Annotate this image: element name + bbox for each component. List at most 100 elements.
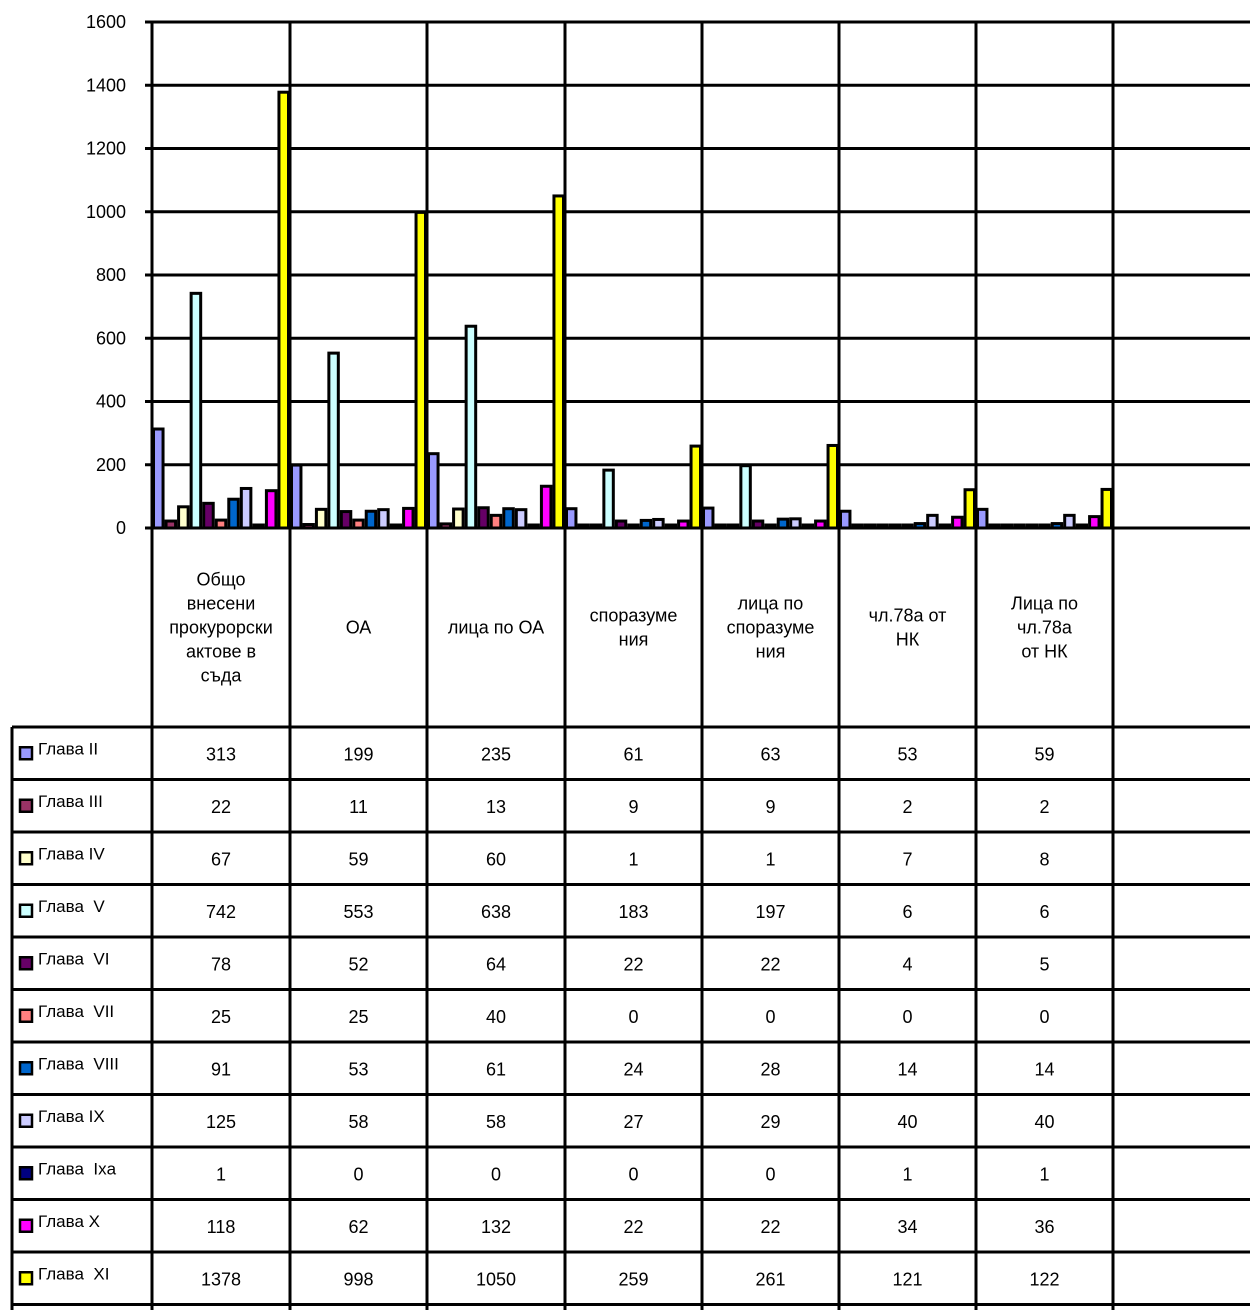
legend-entry: Глава IX [38, 1107, 105, 1126]
data-label: 1050 [476, 1269, 516, 1289]
data-label: 22 [623, 1217, 643, 1237]
data-label: 22 [760, 954, 780, 974]
data-label: 25 [348, 1007, 368, 1027]
data-label: 553 [343, 902, 373, 922]
data-label: 59 [1034, 744, 1054, 764]
bar [477, 506, 490, 530]
bar [314, 507, 328, 530]
data-label: 121 [892, 1269, 922, 1289]
bar [826, 443, 840, 530]
data-label: 36 [1034, 1217, 1054, 1237]
data-label: 14 [1034, 1059, 1054, 1079]
data-label: 63 [760, 744, 780, 764]
bar [290, 463, 303, 530]
x-category-label: Общо внесени прокурорски актове в съда [169, 570, 273, 686]
x-category-label: чл.78а от НК [869, 606, 947, 650]
legend-entry: Глава II [38, 739, 98, 758]
bar [739, 464, 752, 530]
y-tick-label: 200 [96, 455, 126, 475]
data-label: 0 [491, 1164, 501, 1184]
bar [464, 324, 478, 530]
data-label: 0 [353, 1164, 363, 1184]
data-label: 998 [343, 1269, 373, 1289]
data-label: 40 [1034, 1112, 1054, 1132]
data-label: 27 [623, 1112, 643, 1132]
data-label: 9 [765, 797, 775, 817]
bar [814, 519, 827, 530]
bar [339, 510, 353, 530]
data-label: 53 [348, 1059, 368, 1079]
bar [652, 517, 665, 530]
data-label: 0 [628, 1164, 638, 1184]
data-label: 40 [486, 1007, 506, 1027]
legend-key [18, 1271, 34, 1286]
legend-entry: Глава III [38, 792, 103, 811]
bar [951, 515, 964, 530]
data-label: 122 [1029, 1269, 1059, 1289]
bar [264, 489, 278, 530]
data-label: 22 [211, 797, 231, 817]
data-label: 78 [211, 954, 231, 974]
data-label: 9 [628, 797, 638, 817]
bar [1025, 523, 1039, 530]
bar [364, 509, 378, 530]
bar [627, 523, 640, 530]
data-label: 29 [760, 1112, 780, 1132]
legend-key [18, 956, 34, 971]
data-label: 24 [623, 1059, 643, 1079]
bar [1050, 522, 1064, 530]
bar [863, 523, 877, 530]
data-label: 197 [755, 902, 785, 922]
legend-entry: Глава X [38, 1212, 100, 1231]
data-label: 59 [348, 849, 368, 869]
data-label: 1 [628, 849, 638, 869]
legend-key [18, 1061, 34, 1076]
legend-key [18, 903, 34, 918]
bar [552, 194, 565, 530]
bar [913, 522, 927, 530]
bar [801, 523, 815, 530]
data-label: 5 [1039, 954, 1049, 974]
legend-entry: Глава XI [38, 1264, 109, 1283]
bar [214, 518, 228, 530]
data-label: 2 [902, 797, 912, 817]
data-label: 62 [348, 1217, 368, 1237]
data-label: 13 [486, 797, 506, 817]
x-category-label: лица по споразуме ния [727, 594, 815, 662]
bar [489, 513, 503, 530]
chart-frame [10, 22, 1250, 1310]
data-label: 1378 [201, 1269, 241, 1289]
y-tick-label: 0 [116, 518, 126, 538]
data-label: 118 [207, 1217, 236, 1237]
data-label: 58 [348, 1112, 368, 1132]
y-tick-label: 1600 [86, 12, 126, 32]
bar [227, 497, 240, 530]
data-label: 91 [211, 1059, 231, 1079]
data-label: 1 [765, 849, 775, 869]
data-label: 313 [206, 744, 236, 764]
bar [1000, 523, 1014, 530]
data-label: 259 [618, 1269, 648, 1289]
data-label: 22 [623, 954, 643, 974]
y-tick-label: 400 [96, 392, 126, 412]
data-label: 0 [1039, 1007, 1049, 1027]
bar [164, 519, 178, 530]
legend-entry: Глава Ixa [38, 1159, 117, 1178]
bar [352, 518, 365, 530]
bar [789, 517, 802, 530]
y-tick-label: 600 [96, 328, 126, 348]
x-category-label: ОА [346, 618, 372, 638]
bar [377, 508, 390, 530]
data-label: 0 [765, 1007, 775, 1027]
bar [714, 523, 727, 530]
bar [1038, 523, 1051, 530]
legend-entry: Глава V [38, 897, 105, 916]
bar [751, 519, 765, 530]
bar [976, 507, 989, 530]
data-label: 1 [216, 1164, 226, 1184]
data-label: 1 [902, 1164, 912, 1184]
y-axis-tick-labels: 0 200 400 600 800 1000 1200 1400 1600 [86, 12, 126, 538]
bars [152, 90, 1113, 530]
bar [539, 484, 553, 530]
